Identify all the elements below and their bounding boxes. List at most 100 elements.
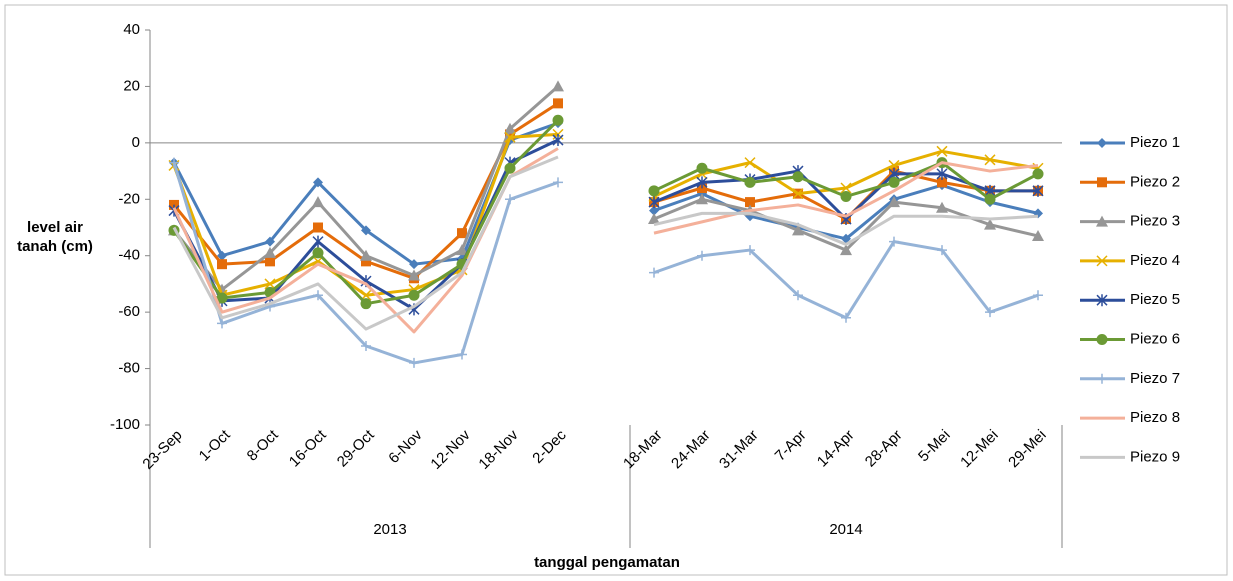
y-tick-label: 20 bbox=[123, 77, 140, 94]
legend-marker bbox=[1097, 373, 1107, 384]
marker bbox=[840, 244, 852, 256]
y-tick-label: 40 bbox=[123, 21, 140, 38]
marker bbox=[408, 289, 420, 301]
marker bbox=[409, 259, 419, 270]
legend-marker bbox=[1097, 138, 1107, 148]
marker bbox=[552, 134, 564, 147]
y-tick-label: -20 bbox=[118, 190, 140, 207]
marker bbox=[409, 357, 419, 368]
marker bbox=[312, 247, 324, 259]
marker bbox=[840, 182, 852, 194]
x-tick-label: 23-Sep bbox=[139, 427, 185, 473]
legend-marker bbox=[1096, 334, 1108, 345]
legend-label: Piezo 1 bbox=[1130, 134, 1180, 151]
legend-label: Piezo 3 bbox=[1130, 213, 1180, 230]
marker bbox=[792, 188, 804, 200]
marker bbox=[1032, 229, 1044, 241]
marker bbox=[216, 292, 228, 304]
marker bbox=[313, 177, 323, 188]
marker bbox=[984, 193, 996, 205]
x-tick-label: 5-Mei bbox=[915, 427, 954, 466]
marker bbox=[361, 225, 371, 236]
marker bbox=[888, 159, 900, 171]
marker bbox=[984, 154, 996, 166]
marker bbox=[936, 145, 948, 157]
marker bbox=[792, 171, 804, 183]
x-tick-label: 28-Apr bbox=[862, 427, 906, 471]
x-tick-label: 12-Mei bbox=[957, 427, 1001, 471]
marker bbox=[553, 98, 563, 109]
marker bbox=[888, 196, 900, 208]
legend-marker bbox=[1096, 215, 1108, 227]
group-label: 2013 bbox=[373, 521, 406, 538]
x-tick-label: 14-Apr bbox=[814, 427, 858, 471]
marker bbox=[313, 290, 323, 301]
marker bbox=[696, 193, 708, 205]
marker bbox=[360, 298, 372, 310]
marker bbox=[457, 228, 467, 239]
marker bbox=[312, 235, 324, 248]
marker bbox=[648, 196, 660, 209]
marker bbox=[648, 185, 660, 197]
legend-label: Piezo 9 bbox=[1130, 448, 1180, 465]
marker bbox=[1032, 184, 1044, 197]
marker bbox=[505, 129, 515, 140]
series-line bbox=[172, 102, 1038, 280]
marker bbox=[553, 177, 563, 188]
marker bbox=[217, 318, 227, 329]
marker bbox=[504, 162, 516, 174]
legend-label: Piezo 2 bbox=[1130, 173, 1180, 190]
marker bbox=[696, 176, 708, 189]
chart-border bbox=[4, 4, 1228, 576]
x-tick-label: 6-Nov bbox=[385, 426, 426, 467]
marker bbox=[936, 201, 948, 213]
marker bbox=[457, 349, 467, 360]
marker bbox=[840, 190, 852, 202]
x-tick-label: 18-Nov bbox=[475, 426, 522, 473]
legend-marker bbox=[1096, 255, 1108, 267]
legend-marker bbox=[1096, 294, 1108, 307]
marker bbox=[792, 224, 804, 236]
legend-label: Piezo 5 bbox=[1130, 291, 1180, 308]
marker bbox=[360, 249, 372, 261]
x-tick-label: 2-Dec bbox=[529, 426, 570, 467]
marker bbox=[696, 162, 708, 174]
marker bbox=[265, 256, 275, 267]
marker bbox=[649, 267, 659, 278]
x-tick-label: 18-Mar bbox=[620, 427, 666, 473]
x-tick-label: 16-Oct bbox=[286, 426, 330, 470]
marker bbox=[312, 196, 324, 208]
legend-label: Piezo 8 bbox=[1130, 409, 1180, 426]
x-tick-label: 8-Oct bbox=[244, 426, 283, 465]
marker bbox=[456, 244, 468, 256]
marker bbox=[217, 259, 227, 270]
x-tick-label: 24-Mar bbox=[668, 427, 714, 473]
marker bbox=[744, 157, 756, 169]
marker bbox=[649, 205, 659, 216]
series-line bbox=[172, 155, 1039, 331]
marker bbox=[265, 236, 275, 247]
marker bbox=[937, 177, 947, 188]
y-tick-label: -80 bbox=[118, 360, 140, 377]
marker bbox=[217, 250, 227, 261]
series-line bbox=[172, 138, 1038, 311]
marker bbox=[793, 290, 803, 301]
y-tick-label: -100 bbox=[110, 416, 140, 433]
marker bbox=[361, 341, 371, 351]
marker bbox=[504, 131, 516, 143]
y-tick-label: -40 bbox=[118, 247, 140, 264]
legend-label: Piezo 7 bbox=[1130, 370, 1180, 387]
marker bbox=[745, 197, 755, 208]
x-tick-label: 31-Mar bbox=[716, 427, 762, 473]
marker bbox=[889, 236, 899, 247]
x-tick-label: 1-Oct bbox=[196, 426, 235, 465]
marker bbox=[264, 278, 276, 290]
legend-label: Piezo 6 bbox=[1130, 330, 1180, 347]
marker bbox=[408, 269, 420, 281]
marker bbox=[1033, 290, 1043, 301]
x-tick-label: 7-Apr bbox=[772, 427, 810, 465]
group-label: 2014 bbox=[829, 521, 862, 538]
marker bbox=[936, 167, 948, 180]
